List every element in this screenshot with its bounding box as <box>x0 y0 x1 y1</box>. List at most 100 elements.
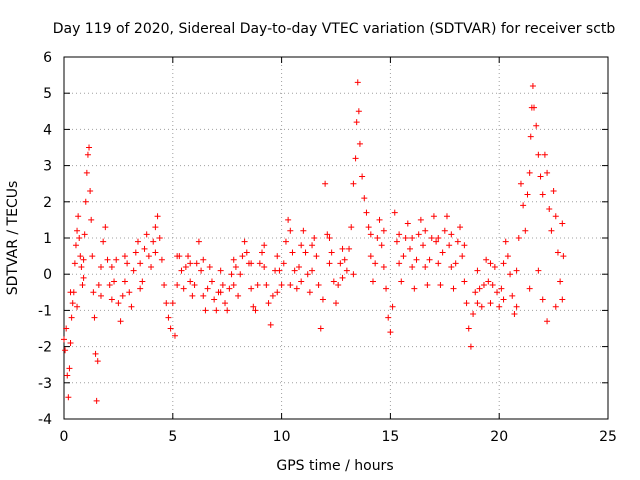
data-point <box>74 303 81 310</box>
data-point <box>300 227 307 234</box>
data-point <box>385 314 392 321</box>
data-point <box>472 289 479 296</box>
data-point <box>61 336 67 343</box>
data-point <box>248 285 255 292</box>
data-point <box>243 249 250 256</box>
data-point <box>356 140 363 147</box>
data-point <box>263 282 270 289</box>
data-point <box>228 271 235 278</box>
data-point <box>548 227 555 234</box>
data-point <box>448 263 455 270</box>
data-point <box>517 180 524 187</box>
data-point <box>211 296 218 303</box>
data-point <box>119 292 126 299</box>
data-point <box>372 260 379 267</box>
data-point <box>217 289 224 296</box>
data-point <box>68 314 75 321</box>
data-point <box>117 318 124 325</box>
data-point <box>369 278 376 285</box>
data-point <box>398 278 405 285</box>
data-point <box>206 263 213 270</box>
data-point <box>346 245 353 252</box>
data-point <box>504 253 511 260</box>
data-point <box>108 263 115 270</box>
data-point <box>337 260 344 267</box>
data-point <box>293 285 300 292</box>
data-point <box>278 282 285 289</box>
data-point <box>171 332 178 339</box>
data-point <box>544 318 551 325</box>
data-point <box>367 231 374 238</box>
data-point <box>415 231 422 238</box>
data-point <box>280 260 287 267</box>
data-point <box>527 133 534 140</box>
data-point <box>217 267 224 274</box>
data-point <box>461 242 468 249</box>
data-point <box>353 119 360 126</box>
data-point <box>535 267 542 274</box>
data-point <box>106 282 113 289</box>
data-point <box>259 249 266 256</box>
y-tick-label: -1 <box>38 303 52 319</box>
y-axis-label: SDTVAR / TECUs <box>5 181 21 296</box>
data-point <box>391 209 398 216</box>
data-point <box>150 238 157 245</box>
data-point <box>441 227 448 234</box>
data-point <box>496 303 503 310</box>
data-point <box>452 260 459 267</box>
data-point <box>400 253 407 260</box>
data-point <box>189 292 196 299</box>
data-point <box>289 249 296 256</box>
data-point <box>92 350 99 357</box>
data-point <box>72 242 79 249</box>
data-point <box>267 321 274 328</box>
data-point <box>426 256 433 263</box>
data-point <box>322 180 329 187</box>
data-point <box>409 235 416 241</box>
data-point <box>539 296 546 303</box>
x-axis-label: GPS time / hours <box>276 458 393 474</box>
data-point <box>174 282 181 289</box>
data-point <box>115 300 122 307</box>
y-tick-label: 3 <box>43 159 52 175</box>
data-point <box>467 343 474 350</box>
data-point <box>80 256 87 263</box>
y-tick-label: -4 <box>38 412 52 428</box>
axis-ticks <box>63 56 609 420</box>
data-point <box>276 267 283 274</box>
data-point <box>232 263 239 270</box>
data-point <box>389 303 396 310</box>
data-point <box>339 245 346 252</box>
data-point <box>141 245 148 252</box>
data-point <box>411 285 418 292</box>
data-point <box>526 169 533 176</box>
data-point <box>86 144 93 151</box>
data-point <box>66 365 73 372</box>
data-point <box>83 169 90 176</box>
data-point <box>195 238 202 245</box>
data-point <box>90 289 97 296</box>
data-point <box>461 278 468 285</box>
data-point <box>402 235 409 241</box>
data-point <box>409 263 416 270</box>
data-point <box>352 155 359 162</box>
data-point <box>494 289 501 296</box>
x-tick-label: 5 <box>168 429 177 445</box>
data-point <box>165 314 172 321</box>
data-point <box>363 209 370 216</box>
data-point <box>487 260 494 267</box>
data-point <box>143 231 150 238</box>
data-point <box>76 235 83 241</box>
data-point <box>354 79 361 86</box>
data-point <box>367 253 374 260</box>
data-point <box>291 267 298 274</box>
data-point <box>87 187 94 194</box>
data-point <box>254 282 261 289</box>
data-point <box>256 260 263 267</box>
data-point <box>204 285 211 292</box>
data-point <box>478 303 485 310</box>
data-point <box>282 238 289 245</box>
data-point <box>302 249 309 256</box>
data-point <box>328 249 335 256</box>
